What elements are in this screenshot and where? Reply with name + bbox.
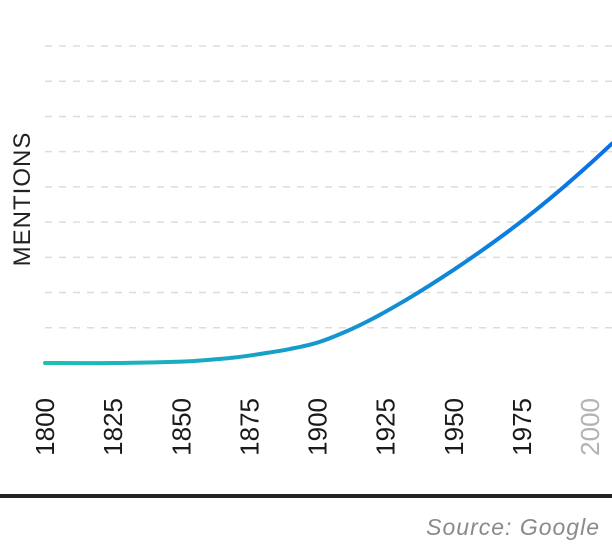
line-chart: 1800 1825 1850 1875 1900 1925 1950 1975 2000 MEN… xyxy=(9,45,612,456)
x-tick-label: 1975 xyxy=(507,398,537,456)
series-line xyxy=(43,141,612,366)
x-tick-label: 1950 xyxy=(439,398,469,456)
x-axis-ticks: 1800 1825 1850 1875 1900 1925 1950 1975 2000 xyxy=(30,398,605,456)
gridlines xyxy=(45,45,612,329)
x-tick-label: 1850 xyxy=(166,398,196,456)
x-tick-label: 1825 xyxy=(98,398,128,456)
x-tick-label: 1875 xyxy=(234,398,264,456)
axis-baseline xyxy=(0,494,612,498)
x-tick-label: 1900 xyxy=(303,398,333,456)
x-tick-label: 1800 xyxy=(30,398,60,456)
series-line-group xyxy=(43,141,612,366)
y-axis-label: MENTIONS xyxy=(9,132,36,267)
x-tick-label: 2000 xyxy=(575,398,605,456)
source-note: Source: Google xyxy=(426,514,600,540)
x-tick-label: 1925 xyxy=(371,398,401,456)
